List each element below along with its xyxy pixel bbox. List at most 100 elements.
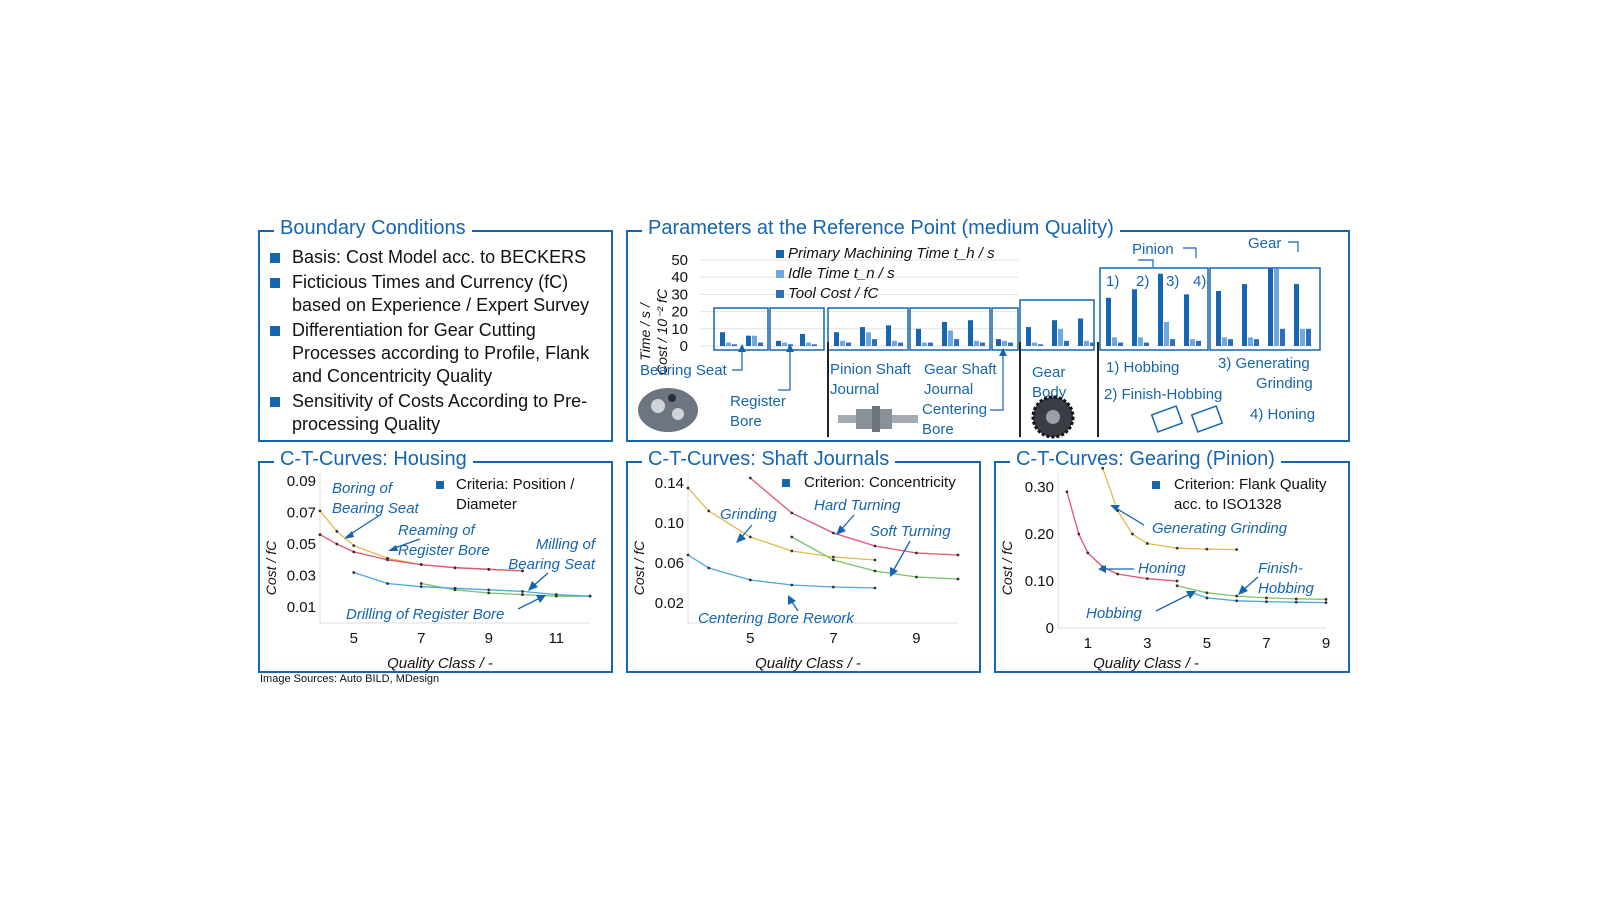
boundary-item-sensitivity: Sensitivity of Costs According to Pre-pr…	[268, 390, 607, 436]
shaft-curves	[686, 476, 960, 590]
curve-point-3-5	[873, 586, 877, 590]
curve-point-2-5	[1324, 597, 1328, 601]
shaft-y-label: Cost / fC	[631, 540, 647, 595]
bar-1-5	[866, 332, 871, 346]
y-tick-label: 0.10	[1025, 573, 1054, 590]
bar-2-4	[846, 342, 851, 346]
bar-2-15	[1144, 342, 1149, 346]
curve-point-3-3	[1265, 600, 1268, 604]
curve-0	[319, 510, 523, 572]
boundary-conditions-panel: Boundary Conditions Basis: Cost Model ac…	[258, 217, 613, 442]
bar-0-2	[776, 340, 781, 346]
annot-finish-hobbing-1: Finish-	[1258, 560, 1303, 577]
annot-grinding: Grinding	[720, 506, 777, 523]
gearing-legend-2: acc. to ISO1328	[1174, 496, 1282, 513]
group-box	[991, 307, 1019, 351]
y-tick-label: 0.20	[1025, 526, 1054, 543]
boundary-item-fictitious-times: Ficticious Times and Currency (fC) based…	[268, 271, 607, 317]
bar-0-5	[860, 327, 865, 346]
y-tick-label: 0.01	[287, 599, 316, 616]
arrow-head-icon	[738, 344, 746, 352]
curve-point-2-1	[831, 558, 835, 562]
gearing-ticks: 0.30 0.20 0.10 0 1 3 5 7 9	[1025, 473, 1330, 652]
boundary-conditions-title: Boundary Conditions	[274, 217, 472, 240]
annot-boring-1: Boring of	[332, 480, 394, 497]
curve-point-1-3	[386, 558, 389, 562]
curve-point-2-3	[1265, 596, 1268, 600]
curve-point-3-3	[790, 583, 794, 587]
bar-0-10	[996, 339, 1001, 346]
x-tick-label: 9	[485, 630, 493, 647]
y-tick-label: 0	[1046, 620, 1054, 637]
bar-1-12	[1058, 328, 1063, 346]
curve-point-1-4	[1116, 572, 1119, 576]
curve-point-3-6	[554, 593, 558, 596]
housing-panel: C-T-Curves: Housing Cost / fC Quality Cl…	[258, 448, 613, 673]
group-box	[909, 307, 991, 351]
shaft-title: C-T-Curves: Shaft Journals	[642, 448, 896, 471]
shaft-chart: Cost / fC Quality Class / - 0.14 0.10 0.06…	[631, 473, 960, 671]
annot-finish-hobbing-2: Hobbing	[1258, 580, 1315, 597]
arrow-head-icon	[1110, 505, 1120, 511]
annot-hobbing: Hobbing	[1086, 605, 1143, 622]
curve-point-2-2	[873, 569, 877, 573]
annot-honing: Honing	[1138, 560, 1186, 577]
bullet-square-icon	[270, 278, 280, 288]
label-centering-bore-1: Centering	[922, 401, 987, 418]
y-tick-label: 0	[680, 338, 688, 355]
curve-point-1-1	[790, 511, 794, 515]
bar-2-19	[1254, 339, 1259, 346]
curve-point-0-0	[1101, 466, 1105, 470]
annot-arrow	[1113, 506, 1145, 526]
curve-point-0-1	[707, 509, 711, 513]
curve-point-3-4	[831, 585, 835, 589]
gearing-title: C-T-Curves: Gearing (Pinion)	[1010, 448, 1281, 471]
x-tick-label: 5	[1203, 635, 1211, 652]
curve-1	[319, 534, 523, 572]
bearing-seat-arrow	[732, 350, 743, 371]
curve-point-3-5	[1324, 601, 1328, 605]
curve-point-3-1	[1205, 596, 1209, 600]
curve-point-1-7	[521, 569, 524, 573]
arrow-head-icon	[344, 531, 354, 539]
shaft-part-icon	[838, 406, 918, 432]
label-register-bore-2: Bore	[730, 413, 762, 430]
bar-1-11	[1032, 342, 1037, 346]
arrow-head-icon	[836, 525, 846, 535]
shaft-legend-1: Criterion: Concentricity	[804, 474, 956, 491]
shaft-ticks: 0.14 0.10 0.06 0.02 5 7 9	[655, 473, 958, 647]
annot-reaming-2: Register Bore	[398, 542, 490, 559]
label-pinion: Pinion	[1132, 241, 1174, 258]
curve-point-2-3	[915, 575, 918, 579]
legend-swatch-idle	[776, 270, 784, 278]
curve-point-3-2	[748, 578, 752, 582]
bar-1-3	[806, 342, 811, 346]
bar-2-11	[1038, 344, 1043, 346]
y-tick-label: 0.09	[287, 473, 316, 490]
bar-2-21	[1306, 328, 1311, 346]
housing-title: C-T-Curves: Housing	[274, 448, 473, 471]
curve-point-0-0	[686, 486, 690, 490]
bar-1-10	[1002, 340, 1007, 346]
y-tick-label: 0.30	[1025, 479, 1054, 496]
pinion-arrow	[1138, 259, 1154, 267]
y-tick-label: 40	[671, 269, 688, 286]
bar-2-18	[1228, 339, 1233, 346]
bar-1-4	[840, 340, 845, 346]
curve-point-2-2	[1235, 594, 1239, 598]
curve-point-1-1	[1077, 532, 1081, 536]
parameters-panel: Parameters at the Reference Point (mediu…	[626, 217, 1350, 442]
bullet-square-icon	[270, 253, 280, 263]
annot-arrow	[1155, 592, 1193, 612]
boundary-conditions-list: Basis: Cost Model acc. to BECKERS Fictic…	[268, 246, 607, 438]
y-tick-label: 0.14	[655, 475, 684, 492]
curve-point-2-3	[521, 593, 524, 596]
curve-point-3-4	[487, 588, 491, 592]
curve-1	[749, 477, 959, 556]
annot-milling-1: Milling of	[536, 536, 597, 553]
y-axis-label: Time / s / Cost / 10⁻² fC	[637, 288, 670, 375]
curve-point-1-2	[831, 531, 835, 535]
curve-point-2-0	[790, 535, 794, 539]
label-honing: 4) Honing	[1250, 406, 1315, 423]
label-finish-hobbing: 2) Finish-Hobbing	[1104, 386, 1222, 403]
